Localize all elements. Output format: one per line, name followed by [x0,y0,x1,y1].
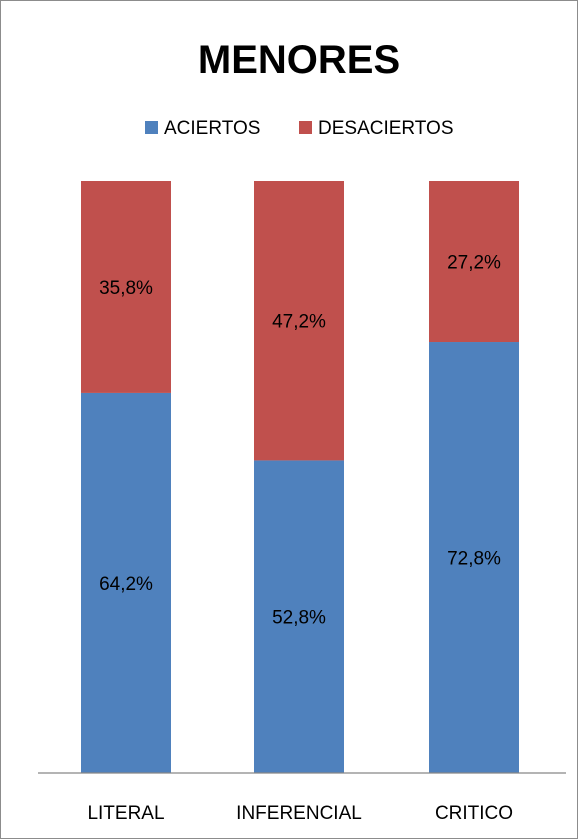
data-label-desaciertos-critico: 27,2% [447,253,501,274]
data-label-aciertos-critico: 72,8% [447,549,501,570]
bar-aciertos-critico [429,342,519,773]
category-label-literal: LITERAL [87,803,164,824]
bar-desaciertos-critico [429,181,519,343]
bars: 64,2% 35,8% 52,8% 47,2% 72,8% 27,2% [81,181,519,773]
data-label-desaciertos-inferencial: 47,2% [272,312,326,333]
data-label-aciertos-inferencial: 52,8% [272,608,326,629]
chart-title: MENORES [198,38,400,82]
data-label-aciertos-literal: 64,2% [99,574,153,595]
bar-desaciertos-inferencial [254,181,344,461]
legend-label-aciertos: ACIERTOS [164,118,260,139]
legend: ACIERTOS DESACIERTOS [145,118,454,139]
category-label-critico: CRITICO [435,803,513,824]
category-labels: LITERAL INFERENCIAL CRITICO [87,803,513,824]
bar-desaciertos-literal [81,181,171,393]
bar-aciertos-literal [81,392,171,773]
legend-swatch-desaciertos [299,121,312,134]
category-label-inferencial: INFERENCIAL [236,803,362,824]
data-label-desaciertos-literal: 35,8% [99,278,153,299]
legend-label-desaciertos: DESACIERTOS [318,118,454,139]
legend-swatch-aciertos [145,121,158,134]
bar-aciertos-inferencial [254,460,344,773]
